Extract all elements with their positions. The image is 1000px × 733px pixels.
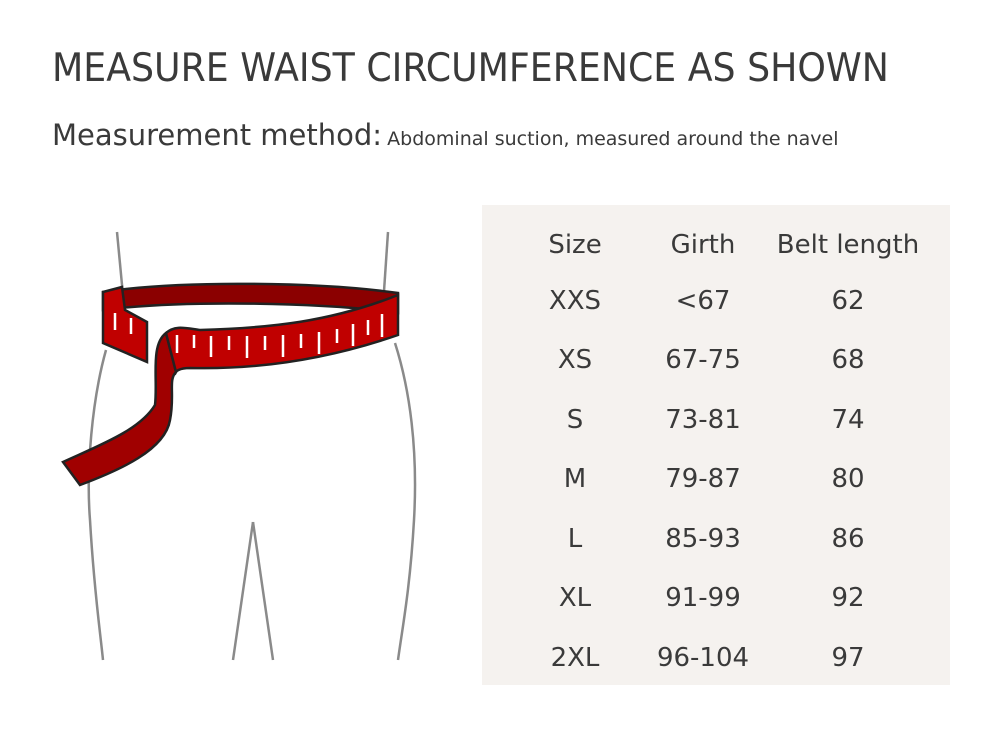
- measurement-method: Measurement method: Abdominal suction, m…: [52, 118, 839, 152]
- cell-girth: 96-104: [656, 642, 750, 673]
- cell-belt-length: 97: [831, 642, 865, 673]
- table-row: XXS <67 62: [512, 271, 928, 331]
- cell-girth: 67-75: [665, 345, 741, 376]
- waist-measuring-tape-illustration: [61, 231, 417, 661]
- cell-girth: 79-87: [665, 464, 741, 495]
- cell-girth: 91-99: [665, 583, 741, 614]
- table-header-row: Size Girth Belt length: [512, 219, 928, 271]
- table-row: L 85-93 86: [512, 509, 928, 569]
- cell-size: XS: [557, 345, 593, 376]
- table-row: XL 91-99 92: [512, 569, 928, 629]
- cell-belt-length: 74: [831, 404, 865, 435]
- cell-belt-length: 80: [831, 464, 865, 495]
- cell-size: M: [563, 464, 587, 495]
- page-title: MEASURE WAIST CIRCUMFERENCE AS SHOWN: [52, 46, 889, 91]
- table-row: XS 67-75 68: [512, 331, 928, 391]
- table-row: 2XL 96-104 97: [512, 628, 928, 688]
- cell-size: XXS: [548, 285, 602, 316]
- table-row: S 73-81 74: [512, 390, 928, 450]
- size-chart: Size Girth Belt length XXS <67 62 XS 67-75 6…: [482, 205, 950, 685]
- measurement-method-text: Abdominal suction, measured around the n…: [387, 128, 839, 150]
- cell-size: S: [566, 404, 584, 435]
- header-belt-length: Belt length: [776, 230, 920, 260]
- size-table: Size Girth Belt length XXS <67 62 XS 67-75 6…: [512, 219, 928, 688]
- cell-belt-length: 68: [831, 345, 865, 376]
- header-size: Size: [548, 230, 602, 260]
- cell-girth: <67: [675, 285, 731, 316]
- cell-size: XL: [558, 583, 592, 614]
- cell-size: L: [567, 523, 583, 554]
- cell-size: 2XL: [550, 642, 600, 673]
- cell-belt-length: 92: [831, 583, 865, 614]
- cell-belt-length: 86: [831, 523, 865, 554]
- header-girth: Girth: [670, 230, 736, 260]
- table-row: M 79-87 80: [512, 450, 928, 510]
- cell-girth: 85-93: [665, 523, 741, 554]
- cell-belt-length: 62: [831, 285, 865, 316]
- cell-girth: 73-81: [665, 404, 741, 435]
- measurement-method-label: Measurement method:: [52, 118, 383, 152]
